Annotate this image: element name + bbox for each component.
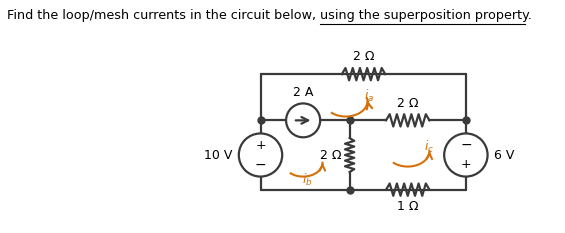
Text: −: − <box>255 158 266 172</box>
Text: −: − <box>460 138 472 152</box>
Text: using the superposition property.: using the superposition property. <box>320 9 532 22</box>
Text: 1 Ω: 1 Ω <box>397 200 419 213</box>
Text: $i_c$: $i_c$ <box>424 139 434 155</box>
Text: Find the loop/mesh currents in the circuit below,: Find the loop/mesh currents in the circu… <box>7 9 320 22</box>
Text: 2 Ω: 2 Ω <box>320 148 342 161</box>
Text: 6 V: 6 V <box>494 148 514 161</box>
Text: 2 Ω: 2 Ω <box>397 97 419 110</box>
Text: +: + <box>255 139 266 152</box>
Text: $i_a$: $i_a$ <box>364 88 374 104</box>
Text: +: + <box>460 158 471 171</box>
Text: 2 A: 2 A <box>293 86 314 99</box>
Text: 10 V: 10 V <box>204 148 233 161</box>
Text: $i_b$: $i_b$ <box>302 172 312 188</box>
Text: 2 Ω: 2 Ω <box>353 50 375 63</box>
